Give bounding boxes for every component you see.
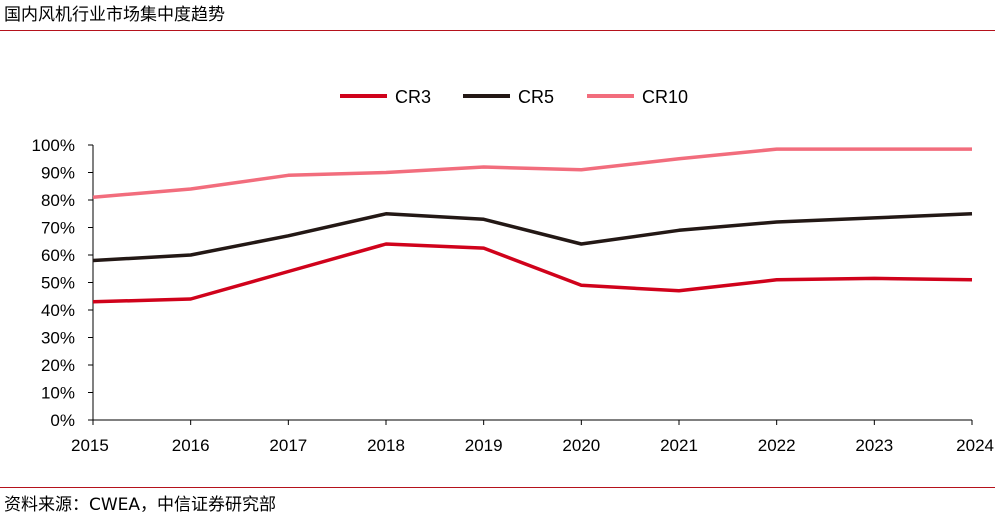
y-tick-label: 70%: [41, 219, 75, 238]
legend: CR3 CR5 CR10: [340, 87, 688, 107]
y-tick-label: 90%: [41, 164, 75, 183]
legend-label: CR3: [395, 87, 431, 107]
legend-label: CR5: [518, 87, 554, 107]
y-tick-label: 100%: [32, 136, 75, 155]
series-line-cr3: [92, 242, 973, 304]
y-tick-label: 30%: [41, 329, 75, 348]
y-tick-label: 40%: [41, 301, 75, 320]
series-line-cr5: [92, 212, 973, 263]
y-tick-label: 0%: [50, 411, 75, 430]
legend-item-cr3: CR3: [340, 87, 431, 107]
x-tick-label: 2022: [758, 436, 796, 455]
legend-label: CR10: [642, 87, 688, 107]
legend-item-cr10: CR10: [587, 87, 688, 107]
x-tick-label: 2021: [660, 436, 698, 455]
y-tick-label: 60%: [41, 246, 75, 265]
series-layer: [92, 147, 973, 304]
legend-item-cr5: CR5: [463, 87, 554, 107]
x-axis: 2015 2016 2017 2018 2019 2020 2021 2022 2023 2024: [71, 419, 994, 455]
x-tick-label: 2019: [465, 436, 503, 455]
y-tick-label: 10%: [41, 384, 75, 403]
series-line-cr10: [92, 147, 972, 199]
y-axis: 0% 10% 20% 30% 40% 50% 60% 70% 80% 90% 100%: [32, 136, 94, 430]
chart-title: 国内风机行业市场集中度趋势: [4, 5, 225, 25]
x-tick-label: 2016: [172, 436, 210, 455]
x-tick-label: 2024: [956, 436, 994, 455]
x-tick-label: 2023: [855, 436, 893, 455]
y-tick-label: 80%: [41, 191, 75, 210]
y-tick-label: 50%: [41, 274, 75, 293]
x-tick-label: 2017: [269, 436, 307, 455]
footer-divider: [0, 487, 995, 488]
x-tick-label: 2020: [562, 436, 600, 455]
source-note: 资料来源：CWEA，中信证券研究部: [4, 495, 277, 515]
x-tick-label: 2018: [367, 436, 405, 455]
x-tick-label: 2015: [71, 436, 109, 455]
y-tick-label: 20%: [41, 356, 75, 375]
line-chart: CR3 CR5 CR10 0% 10% 20% 30% 40% 50% 60% 70% 80% 90%…: [32, 87, 994, 455]
header-divider: [0, 30, 995, 31]
